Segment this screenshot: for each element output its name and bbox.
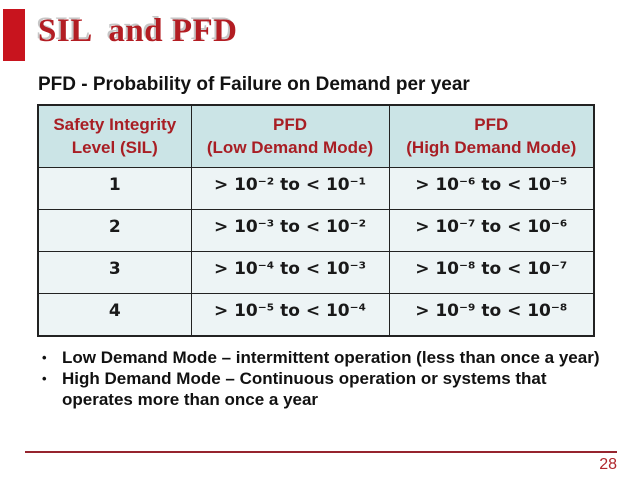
header-pfd-high-demand: PFD (High Demand Mode)	[388, 104, 595, 168]
low-demand-cell: > 10⁻⁴ to < 10⁻³	[190, 251, 390, 294]
list-item: • Low Demand Mode – intermittent operati…	[42, 347, 614, 368]
header-pfd-low-demand: PFD (Low Demand Mode)	[190, 104, 390, 168]
high-demand-cell: > 10⁻⁸ to < 10⁻⁷	[388, 251, 595, 294]
table-header-row: Safety Integrity Level (SIL) PFD (Low De…	[37, 104, 595, 168]
table-row: 1 > 10⁻² to < 10⁻¹ > 10⁻⁶ to < 10⁻⁵	[37, 167, 595, 210]
table-row: 2 > 10⁻³ to < 10⁻² > 10⁻⁷ to < 10⁻⁶	[37, 209, 595, 252]
sil-pfd-table: Safety Integrity Level (SIL) PFD (Low De…	[37, 104, 595, 337]
sil-cell: 2	[37, 209, 192, 252]
bullet-icon: •	[42, 371, 47, 386]
sil-cell: 4	[37, 293, 192, 337]
low-demand-cell: > 10⁻⁵ to < 10⁻⁴	[190, 293, 390, 337]
high-demand-cell: > 10⁻⁷ to < 10⁻⁶	[388, 209, 595, 252]
high-demand-cell: > 10⁻⁹ to < 10⁻⁸	[388, 293, 595, 337]
bullet-text: High Demand Mode – Continuous operation …	[62, 369, 547, 409]
table-row: 3 > 10⁻⁴ to < 10⁻³ > 10⁻⁸ to < 10⁻⁷	[37, 251, 595, 294]
accent-block	[3, 9, 25, 61]
sil-cell: 3	[37, 251, 192, 294]
table-row: 4 > 10⁻⁵ to < 10⁻⁴ > 10⁻⁹ to < 10⁻⁸	[37, 293, 595, 337]
footer-divider	[25, 451, 617, 453]
slide-title: SIL and PFD	[38, 13, 238, 49]
high-demand-cell: > 10⁻⁶ to < 10⁻⁵	[388, 167, 595, 210]
bullet-text: Low Demand Mode – intermittent operation…	[62, 348, 600, 367]
page-number: 28	[599, 456, 617, 473]
sil-cell: 1	[37, 167, 192, 210]
slide-subtitle: PFD - Probability of Failure on Demand p…	[38, 74, 470, 95]
list-item: • High Demand Mode – Continuous operatio…	[42, 368, 614, 410]
low-demand-cell: > 10⁻³ to < 10⁻²	[190, 209, 390, 252]
low-demand-cell: > 10⁻² to < 10⁻¹	[190, 167, 390, 210]
bullet-icon: •	[42, 350, 47, 365]
bullet-list: • Low Demand Mode – intermittent operati…	[42, 347, 614, 410]
header-sil: Safety Integrity Level (SIL)	[37, 104, 192, 168]
